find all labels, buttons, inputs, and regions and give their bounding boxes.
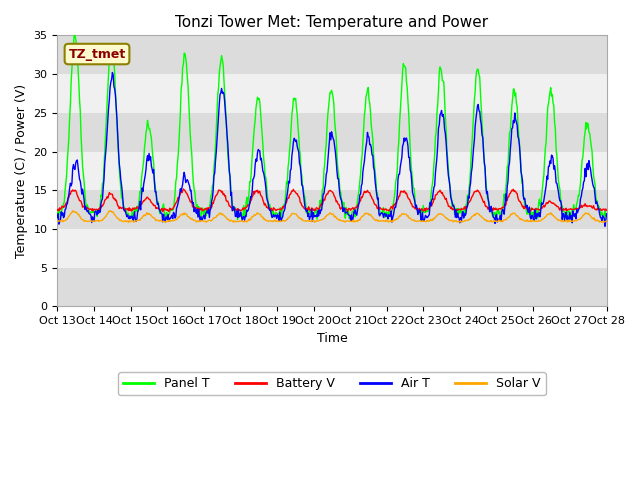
Bar: [58, 36, 607, 74]
Solar V: [603, 218, 611, 224]
Panel T: [603, 214, 611, 219]
Line: Solar V: Solar V: [58, 211, 607, 223]
Solar V: [63, 216, 71, 222]
Legend: Panel T, Battery V, Air T, Solar V: Panel T, Battery V, Air T, Solar V: [118, 372, 546, 396]
Air T: [603, 211, 611, 216]
Air T: [205, 215, 213, 220]
Battery V: [120, 206, 128, 212]
Bar: [58, 74, 607, 113]
Text: TZ_tmet: TZ_tmet: [68, 48, 125, 60]
Panel T: [205, 205, 213, 211]
Air T: [177, 186, 184, 192]
Battery V: [63, 199, 71, 204]
Panel T: [564, 218, 572, 224]
Solar V: [400, 212, 408, 217]
Air T: [415, 207, 423, 213]
Battery V: [399, 190, 407, 195]
Battery V: [205, 205, 213, 211]
Panel T: [121, 205, 129, 211]
X-axis label: Time: Time: [317, 332, 348, 345]
Solar V: [106, 208, 113, 214]
Panel T: [54, 209, 61, 215]
Solar V: [162, 220, 170, 226]
Panel T: [399, 60, 407, 66]
Solar V: [177, 212, 185, 217]
Air T: [601, 223, 609, 229]
Battery V: [176, 193, 184, 199]
Solar V: [206, 217, 214, 223]
Air T: [109, 70, 116, 75]
Title: Tonzi Tower Met: Temperature and Power: Tonzi Tower Met: Temperature and Power: [175, 15, 488, 30]
Air T: [54, 215, 61, 220]
Panel T: [63, 158, 71, 164]
Bar: [58, 113, 607, 152]
Air T: [399, 141, 407, 147]
Battery V: [415, 205, 423, 211]
Panel T: [415, 208, 423, 214]
Air T: [63, 201, 71, 206]
Line: Panel T: Panel T: [58, 34, 607, 221]
Bar: [58, 229, 607, 268]
Panel T: [70, 31, 78, 37]
Air T: [121, 207, 129, 213]
Battery V: [416, 209, 424, 215]
Y-axis label: Temperature (C) / Power (V): Temperature (C) / Power (V): [15, 84, 28, 258]
Battery V: [54, 207, 61, 213]
Bar: [58, 190, 607, 229]
Solar V: [121, 218, 129, 224]
Battery V: [180, 186, 188, 192]
Solar V: [416, 218, 424, 224]
Solar V: [54, 218, 61, 224]
Line: Air T: Air T: [58, 72, 607, 226]
Line: Battery V: Battery V: [58, 189, 607, 212]
Bar: [58, 268, 607, 306]
Panel T: [177, 110, 184, 116]
Bar: [58, 152, 607, 190]
Battery V: [603, 207, 611, 213]
